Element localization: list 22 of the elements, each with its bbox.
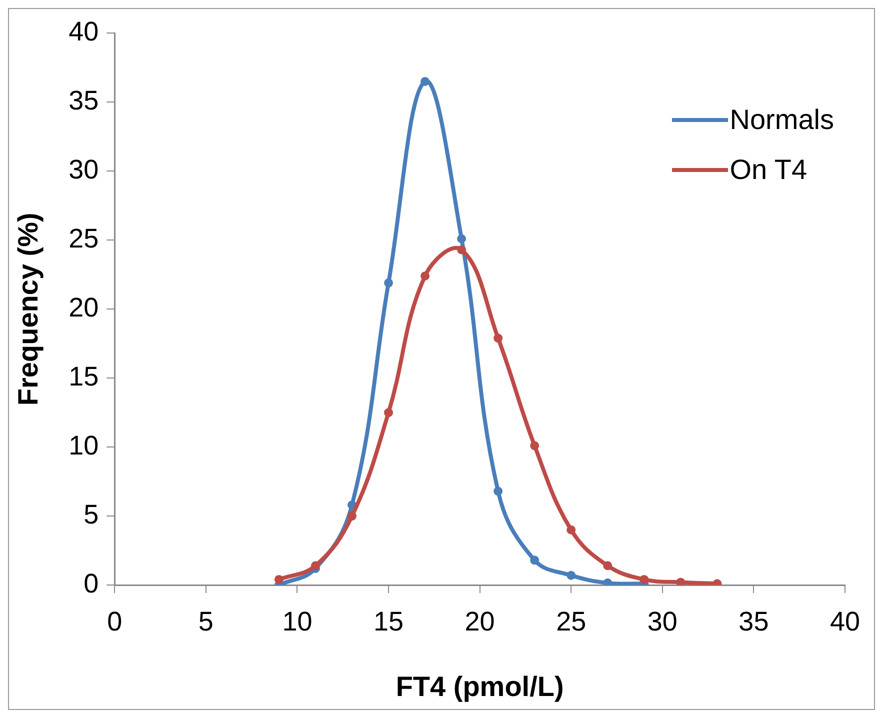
legend-label: Normals — [730, 104, 834, 136]
x-tick-label: 35 — [738, 606, 769, 637]
x-tick-label: 10 — [282, 606, 312, 637]
y-tick-label: 40 — [68, 16, 99, 47]
x-axis-title: FT4 (pmol/L) — [396, 670, 564, 702]
y-tick-label: 25 — [68, 224, 99, 254]
x-tick-label: 30 — [647, 606, 678, 637]
x-tick-label: 40 — [830, 606, 860, 637]
x-tick-label: 0 — [107, 606, 122, 637]
y-tick-label: 35 — [68, 86, 99, 116]
x-tick-label: 15 — [373, 606, 404, 637]
y-tick-label: 15 — [68, 362, 99, 392]
y-tick-label: 10 — [68, 430, 99, 461]
y-axis-title: Frequency (%) — [12, 212, 44, 406]
y-tick-label: 5 — [84, 499, 99, 530]
y-tick-label: 20 — [68, 292, 99, 323]
legend-label: On T4 — [730, 154, 808, 186]
y-tick-label: 30 — [68, 154, 99, 185]
y-tick-label: 0 — [84, 568, 99, 598]
x-tick-label: 25 — [556, 606, 586, 637]
x-tick-label: 5 — [198, 606, 214, 637]
x-tick-label: 20 — [464, 606, 495, 637]
